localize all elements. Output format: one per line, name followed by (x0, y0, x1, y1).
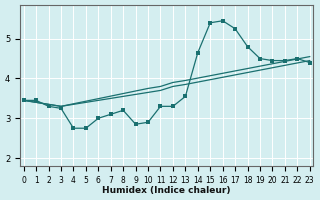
X-axis label: Humidex (Indice chaleur): Humidex (Indice chaleur) (102, 186, 231, 195)
